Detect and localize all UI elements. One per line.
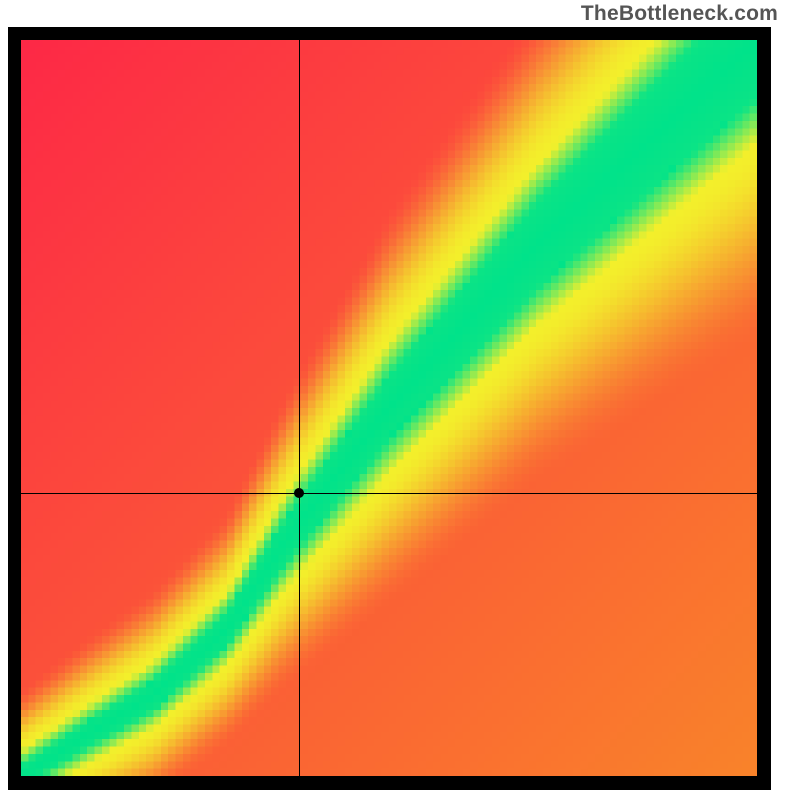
heatmap-canvas [21,40,757,776]
heatmap-plot [21,40,757,776]
crosshair-horizontal [21,493,757,494]
plot-frame [8,27,771,790]
crosshair-marker [294,488,304,498]
chart-container: TheBottleneck.com [0,0,800,800]
crosshair-vertical [299,40,300,776]
watermark-text: TheBottleneck.com [581,2,778,26]
